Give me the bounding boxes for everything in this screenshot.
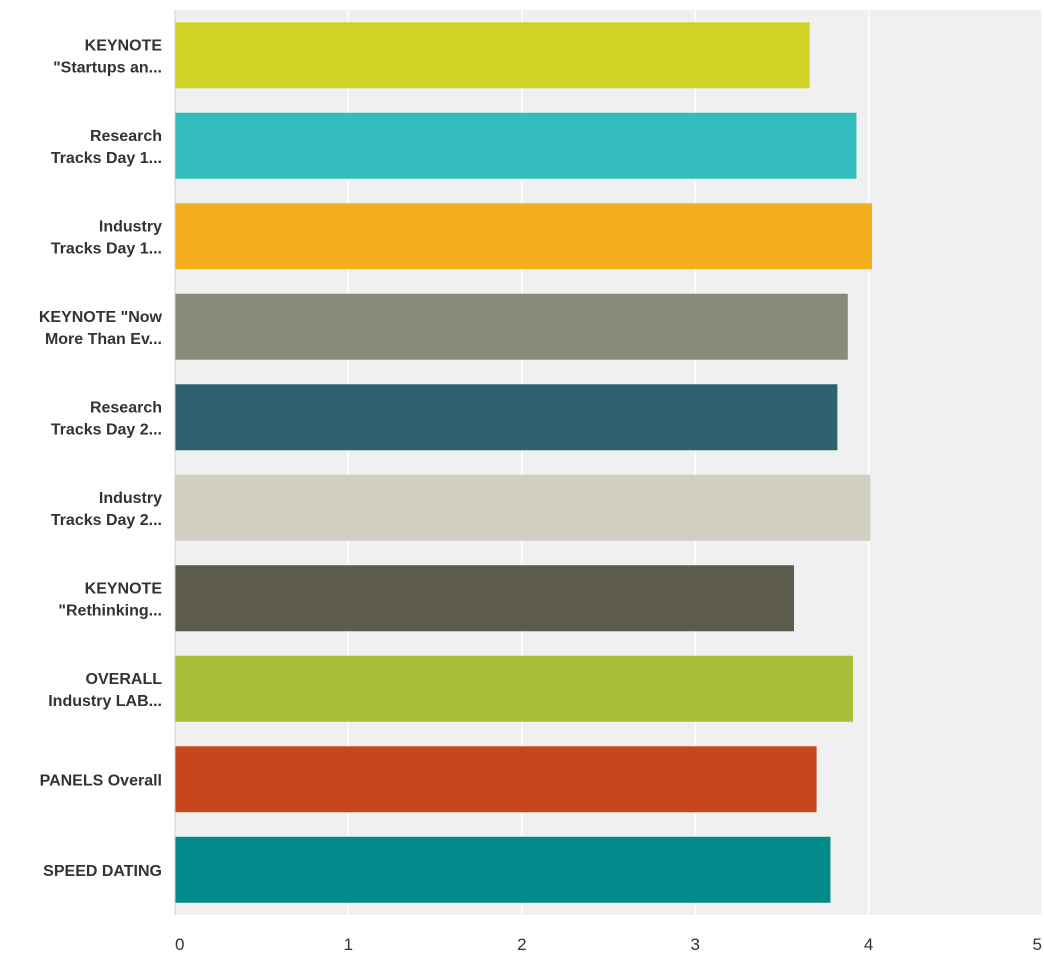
category-label-line: Industry LAB... bbox=[48, 693, 162, 710]
bar-9 bbox=[175, 836, 831, 903]
category-label-2: Industry Tracks Day 1... bbox=[51, 218, 162, 257]
bar-6 bbox=[175, 565, 795, 632]
category-label-line: Research bbox=[90, 399, 162, 416]
category-label-line: Tracks Day 1... bbox=[51, 240, 162, 257]
category-label-line: Industry bbox=[99, 490, 162, 507]
category-label-1: Research Tracks Day 1... bbox=[51, 128, 162, 167]
category-label-6: KEYNOTE "Rethinking... bbox=[58, 580, 162, 619]
category-label-line: OVERALL bbox=[86, 671, 163, 688]
category-label-line: Tracks Day 1... bbox=[51, 150, 162, 167]
category-label-line: PANELS Overall bbox=[40, 772, 162, 789]
category-label-line: SPEED DATING bbox=[43, 863, 162, 880]
category-label-9: SPEED DATING bbox=[43, 863, 162, 880]
x-tick-label-4: 4 bbox=[864, 935, 873, 954]
category-label-line: KEYNOTE "Now bbox=[39, 309, 163, 326]
category-label-4: Research Tracks Day 2... bbox=[51, 399, 162, 438]
category-label-line: Research bbox=[90, 128, 162, 145]
x-tick-label-2: 2 bbox=[517, 935, 526, 954]
category-label-line: Tracks Day 2... bbox=[51, 421, 162, 438]
category-label-line: "Rethinking... bbox=[58, 602, 162, 619]
bar-5 bbox=[175, 474, 871, 541]
bar-3 bbox=[175, 293, 848, 360]
category-label-8: PANELS Overall bbox=[40, 772, 162, 789]
category-labels: KEYNOTE "Startups an... Research Tracks Day… bbox=[39, 37, 163, 880]
bar-0 bbox=[175, 22, 810, 89]
bar-2 bbox=[175, 203, 873, 270]
x-tick-label-3: 3 bbox=[690, 935, 699, 954]
category-label-line: Tracks Day 2... bbox=[51, 512, 162, 529]
category-label-line: Industry bbox=[99, 218, 162, 235]
category-label-line: "Startups an... bbox=[53, 59, 162, 76]
category-label-7: OVERALL Industry LAB... bbox=[48, 671, 162, 710]
bar-4 bbox=[175, 384, 838, 451]
x-tick-label-5: 5 bbox=[1033, 935, 1042, 954]
category-label-line: KEYNOTE bbox=[85, 37, 163, 54]
category-label-line: KEYNOTE bbox=[85, 580, 163, 597]
bar-1 bbox=[175, 112, 857, 179]
x-tick-label-1: 1 bbox=[344, 935, 353, 954]
bar-8 bbox=[175, 746, 817, 813]
x-tick-label-0: 0 bbox=[175, 935, 184, 954]
category-label-0: KEYNOTE "Startups an... bbox=[53, 37, 162, 76]
tick-labels: 0 1 2 3 4 5 bbox=[175, 935, 1042, 954]
category-label-3: KEYNOTE "Now More Than Ev... bbox=[39, 309, 163, 348]
category-label-5: Industry Tracks Day 2... bbox=[51, 490, 162, 529]
category-label-line: More Than Ev... bbox=[45, 331, 162, 348]
bars bbox=[175, 22, 873, 903]
bar-7 bbox=[175, 655, 853, 722]
